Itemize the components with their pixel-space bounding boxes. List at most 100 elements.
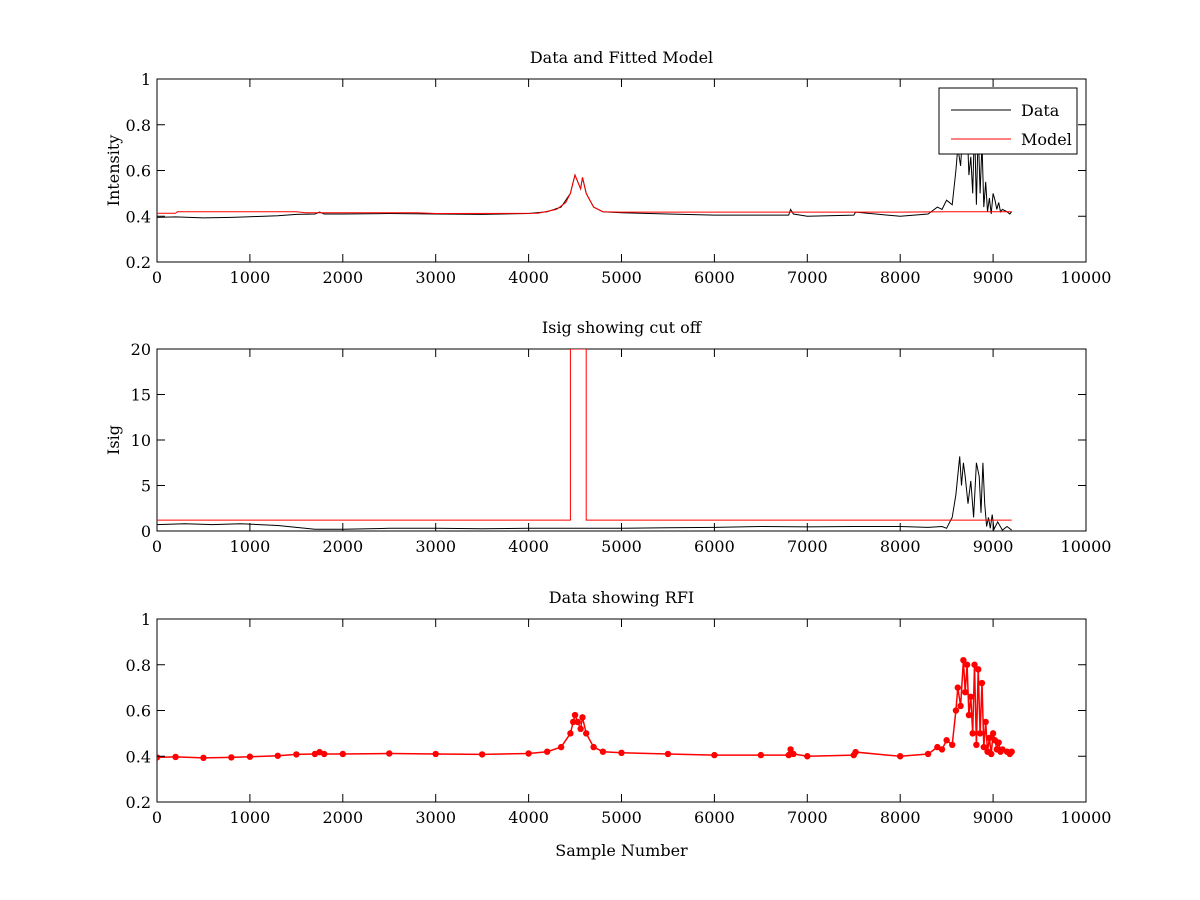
data-point-1-7	[293, 751, 300, 758]
x-tick-label: 2000	[322, 268, 363, 287]
series-line-1	[157, 120, 1013, 219]
y-tick-label: 10	[131, 431, 151, 450]
data-point-1-29	[711, 751, 718, 759]
x-tick-label: 3000	[415, 537, 456, 556]
x-tick-label: 10000	[1061, 808, 1112, 827]
data-point-1-19	[569, 718, 577, 726]
y-tick-label: 20	[131, 340, 151, 359]
data-point-1-44	[954, 684, 961, 691]
series-line-2	[157, 173, 1012, 215]
y-tick-label: 0.2	[126, 253, 151, 272]
legend: Data Model	[938, 87, 1078, 155]
series-group	[157, 656, 1015, 762]
data-point-1-70	[1008, 748, 1015, 755]
x-tick-label: 8000	[880, 537, 921, 556]
data-point-1-56	[978, 679, 986, 687]
x-tick-label: 6000	[694, 268, 735, 287]
data-point-1-28	[664, 750, 672, 758]
y-tick-label: 0.6	[126, 162, 151, 181]
data-point-1-27	[618, 749, 625, 757]
x-tick-label: 3000	[415, 268, 456, 287]
data-point-1-34	[804, 753, 811, 760]
chart-title: Data showing RFI	[549, 588, 694, 607]
x-tick-label: 10000	[1061, 537, 1112, 556]
data-point-1-50	[967, 693, 975, 700]
chart-title: Data and Fitted Model	[530, 48, 713, 67]
axes-box	[156, 618, 1087, 803]
x-tick-label: 7000	[787, 268, 828, 287]
x-tick-label: 6000	[694, 537, 735, 556]
x-tick-label: 9000	[973, 808, 1014, 827]
legend-entry: Data	[1021, 101, 1060, 120]
x-tick-label: 2000	[322, 808, 363, 827]
data-point-1-4	[228, 754, 235, 761]
subplot-2: 0 1000 2000 3000 4000 5000 6000 7000 8000 9000 100…	[104, 318, 1111, 556]
x-tick-label: 3000	[415, 808, 456, 827]
data-point-1-22	[577, 725, 584, 732]
x-tick-label: 4000	[508, 808, 549, 827]
legend-box	[938, 87, 1078, 155]
data-point-1-51	[969, 730, 976, 737]
data-point-1-5	[246, 753, 254, 760]
axes-box	[156, 78, 1087, 263]
data-point-1-60	[986, 734, 993, 742]
x-tick-label: 7000	[787, 808, 828, 827]
y-tick-label: 1	[141, 70, 151, 89]
x-tick-label: 10000	[1061, 268, 1112, 287]
subplot-1: 0 1000 2000 3000 4000 5000 6000 7000 8000 9000 100…	[104, 48, 1111, 287]
data-point-1-21	[574, 718, 582, 726]
data-point-1-47	[962, 689, 969, 696]
x-tick-label: 1000	[230, 268, 271, 287]
data-point-1-6	[274, 752, 281, 759]
x-tick-label: 7000	[787, 537, 828, 556]
axes-box	[156, 348, 1087, 532]
subplot-3: 0 1000 2000 3000 4000 5000 6000 7000 8000 9000 100…	[126, 588, 1112, 860]
data-point-1-24	[582, 730, 590, 737]
y-tick-label: 5	[141, 477, 151, 496]
data-point-1-12	[386, 750, 393, 757]
data-point-1-57	[980, 743, 988, 751]
y-tick-label: 0.2	[126, 793, 151, 812]
data-point-1-16	[543, 748, 551, 755]
x-tick-label: 6000	[694, 808, 735, 827]
data-point-1-54	[975, 666, 982, 673]
x-tick-label: 4000	[508, 268, 549, 287]
data-point-1-58	[982, 718, 989, 726]
data-point-1-2	[172, 753, 179, 761]
x-tick-label: 8000	[880, 268, 921, 287]
data-point-1-17	[557, 743, 565, 751]
x-axis-label: Sample Number	[555, 841, 688, 860]
data-point-1-61	[988, 750, 995, 758]
x-tick-label: 5000	[601, 268, 642, 287]
x-tick-label: 9000	[973, 537, 1014, 556]
data-point-1-40	[938, 746, 946, 753]
y-tick-label: 0.4	[126, 207, 151, 226]
data-point-1-10	[321, 750, 328, 758]
data-point-1-42	[949, 741, 956, 749]
data-point-1-53	[973, 741, 980, 749]
y-axis-label: Isig	[104, 425, 123, 455]
data-point-1-48	[963, 661, 971, 668]
data-point-1-62	[989, 730, 997, 737]
y-tick-label: 1	[141, 610, 151, 629]
data-point-1-30	[757, 751, 765, 759]
y-tick-label: 0.6	[126, 702, 151, 721]
x-tick-label: 9000	[973, 268, 1014, 287]
data-point-1-20	[571, 711, 579, 719]
data-point-1-18	[567, 730, 574, 737]
data-point-1-23	[579, 714, 586, 721]
data-point-1-52	[971, 661, 978, 668]
data-point-1-32	[787, 746, 794, 753]
y-tick-label: 0.8	[126, 116, 151, 135]
x-tick-label: 5000	[601, 537, 642, 556]
x-tick-label: 0	[152, 268, 162, 287]
x-tick-label: 8000	[880, 808, 921, 827]
series-line-1	[157, 456, 1013, 531]
legend-entry: Model	[1021, 130, 1072, 149]
data-point-1-11	[339, 750, 346, 758]
y-tick-label: 15	[131, 386, 151, 405]
data-point-1-46	[960, 656, 967, 664]
data-point-1-38	[924, 750, 932, 758]
data-point-1-3	[200, 754, 207, 762]
